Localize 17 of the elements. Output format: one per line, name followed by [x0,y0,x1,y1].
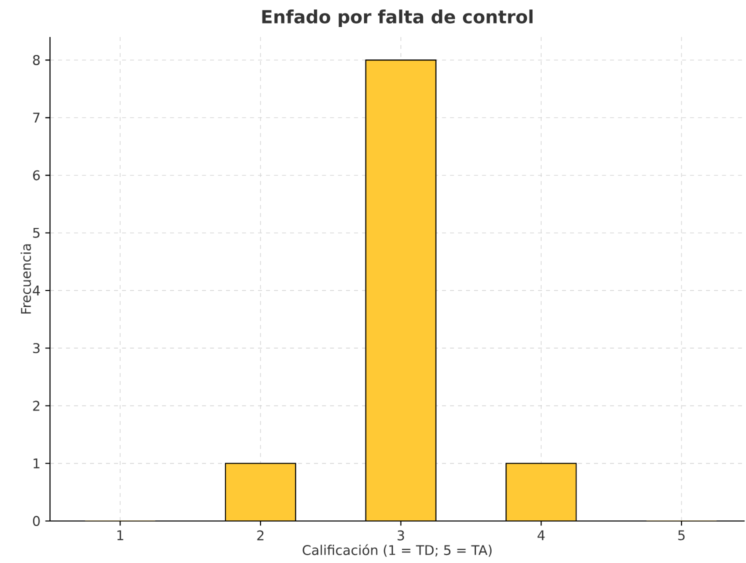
x-tick-label: 1 [117,530,124,540]
x-tick-label: 4 [538,530,545,540]
x-tick-label: 5 [678,530,685,540]
chart-title: Enfado por falta de control [262,10,533,27]
x-tick-label: 3 [398,530,404,540]
y-tick-label: 4 [32,286,40,296]
x-axis-title: Calificación (1 = TD; 5 = TA) [302,544,492,557]
x-tick-label: 2 [257,530,264,540]
y-axis-title: Frecuencia [20,244,31,314]
y-tick-label: 5 [33,228,40,238]
y-tick-label: 7 [33,112,40,123]
y-tick-label: 0 [33,516,40,526]
y-tick-label: 2 [33,400,40,411]
y-tick-label: 6 [33,170,40,180]
y-tick-label: 3 [33,343,40,354]
y-tick-label: 1 [34,458,40,468]
y-tick-label: 8 [33,54,40,66]
